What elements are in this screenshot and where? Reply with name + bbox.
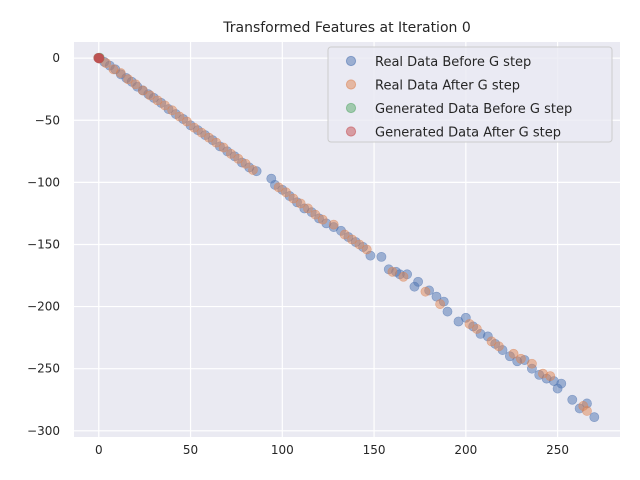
series-2 — [93, 53, 592, 416]
y-tick-label: −250 — [27, 362, 60, 376]
tick-labels: 0 50 100 150 200 250 0 −50 −100 −150 −200 −250 −300 — [27, 51, 569, 457]
legend-label: Generated Data Before G step — [375, 102, 572, 117]
data-point — [582, 406, 592, 416]
data-point — [317, 214, 328, 225]
data-point — [589, 412, 600, 423]
legend-label: Generated Data After G step — [375, 126, 561, 141]
data-point — [471, 324, 482, 334]
y-tick-label: −50 — [35, 113, 60, 127]
y-tick-label: −300 — [27, 424, 60, 438]
data-point — [556, 378, 567, 389]
data-point — [159, 100, 170, 111]
data-point — [226, 148, 236, 159]
chart-title: Transformed Features at Iteration 0 — [222, 20, 471, 36]
data-point — [218, 142, 229, 153]
data-point — [233, 153, 244, 164]
data-point — [145, 90, 156, 101]
data-point — [527, 358, 537, 369]
data-point — [339, 229, 350, 240]
data-point — [376, 251, 387, 262]
x-tick-label: 0 — [95, 443, 103, 457]
data-point — [123, 74, 134, 85]
data-point — [174, 111, 185, 122]
x-tick-label: 200 — [454, 443, 477, 457]
y-tick-label: 0 — [52, 51, 60, 65]
data-point — [167, 105, 178, 116]
data-point — [310, 209, 321, 220]
data-point — [420, 286, 431, 297]
data-point — [328, 219, 339, 230]
data-point — [196, 127, 207, 138]
data-point — [435, 299, 446, 309]
series-4 — [93, 52, 105, 64]
data-point — [130, 79, 141, 90]
data-point — [94, 53, 105, 63]
data-point — [181, 116, 192, 127]
x-tick-label: 50 — [183, 443, 198, 457]
data-points — [93, 52, 600, 423]
data-point — [295, 198, 306, 209]
legend-marker — [345, 126, 357, 137]
data-point — [387, 266, 398, 277]
data-point — [545, 371, 556, 382]
data-point — [203, 132, 214, 143]
data-point — [493, 341, 504, 352]
x-tick-label: 150 — [363, 443, 386, 457]
data-point — [288, 193, 299, 204]
data-point — [240, 158, 251, 169]
data-point — [211, 137, 222, 148]
legend: Real Data Before G step Real Data After G… — [327, 46, 613, 143]
data-point — [354, 239, 365, 250]
data-point — [486, 336, 497, 347]
grid — [74, 42, 620, 437]
x-tick-label: 250 — [546, 443, 569, 457]
data-point — [398, 271, 409, 282]
data-point — [189, 122, 200, 133]
data-point — [101, 58, 112, 69]
data-point — [248, 165, 258, 175]
data-point — [361, 244, 372, 255]
data-point — [567, 394, 578, 405]
legend-marker — [345, 79, 357, 90]
x-tick-label: 100 — [271, 443, 294, 457]
data-point — [273, 182, 284, 193]
y-tick-label: −200 — [27, 300, 60, 314]
legend-label: Real Data Before G step — [375, 55, 531, 70]
data-point — [152, 95, 163, 106]
data-point — [515, 353, 526, 364]
data-point — [413, 276, 424, 287]
legend-marker — [345, 102, 357, 114]
data-point — [115, 68, 126, 78]
legend-marker — [345, 55, 357, 67]
data-point — [303, 203, 313, 214]
legend-box — [327, 46, 613, 143]
y-tick-label: −100 — [27, 175, 60, 189]
data-point — [347, 234, 357, 245]
legend-label: Real Data After G step — [375, 79, 520, 94]
y-tick-label: −150 — [27, 237, 60, 251]
data-point — [137, 85, 148, 96]
data-point — [508, 348, 519, 359]
data-point — [442, 306, 453, 317]
data-point — [281, 187, 291, 198]
data-point — [464, 319, 475, 329]
